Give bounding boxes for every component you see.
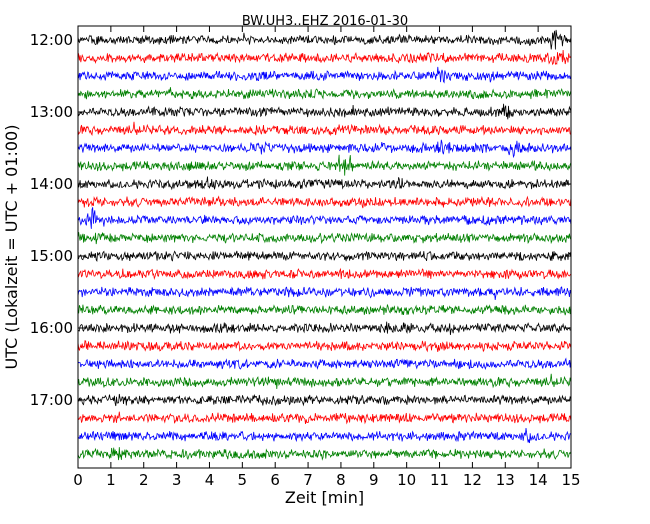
x-tick-label: 15 [561,471,580,489]
trace-line [77,447,572,461]
x-tick-label: 0 [73,471,83,489]
plot-frame [77,25,572,469]
trace-line [77,154,572,176]
x-tick-label: 11 [430,471,449,489]
trace-line [77,250,572,263]
trace-line [77,66,572,84]
trace-line [77,393,572,407]
x-tick-label: 2 [139,471,149,489]
trace-group [77,29,572,461]
x-tick-label: 8 [336,471,346,489]
x-tick-label: 12 [463,471,482,489]
trace-line [77,87,572,100]
x-tick-label: 3 [172,471,182,489]
trace-line [77,176,571,191]
y-axis-label: UTC (Lokalzeit = UTC + 01:00) [2,125,21,370]
y-tick-label: 13:00 [30,103,73,121]
y-tick-label: 16:00 [30,319,73,337]
trace-line [77,304,572,316]
trace-line [77,411,572,425]
x-tick-label: 7 [303,471,313,489]
tick-group: 0 1 2 3 4 5 6 7 8 9 10 11 12 13 14 1512:0013:0014:0015:… [30,26,581,489]
chart-title: BW.UH3..EHZ 2016-01-30 [242,14,408,29]
trace-line [77,232,572,245]
trace-line [77,29,572,50]
trace-line [77,121,572,137]
x-tick-label: 5 [238,471,248,489]
trace-line [77,321,571,336]
trace-line [77,139,572,159]
x-tick-label: 13 [496,471,515,489]
trace-line [77,207,572,229]
y-tick-label: 17:00 [30,391,73,409]
trace-line [77,357,572,371]
trace-line [77,49,572,66]
x-tick-label: 9 [369,471,379,489]
x-tick-label: 10 [397,471,416,489]
trace-line [77,195,572,209]
x-tick-label: 14 [529,471,548,489]
x-tick-label: 6 [270,471,280,489]
x-axis-label: Zeit [min] [285,488,364,507]
trace-line [77,340,572,353]
x-tick-label: 1 [106,471,116,489]
y-tick-label: 14:00 [30,175,73,193]
trace-line [77,427,571,444]
trace-line [77,373,572,390]
y-tick-label: 12:00 [30,31,73,49]
trace-line [77,267,572,281]
y-tick-label: 15:00 [30,247,73,265]
trace-line [77,286,572,300]
x-tick-label: 4 [205,471,215,489]
trace-line [77,103,572,120]
